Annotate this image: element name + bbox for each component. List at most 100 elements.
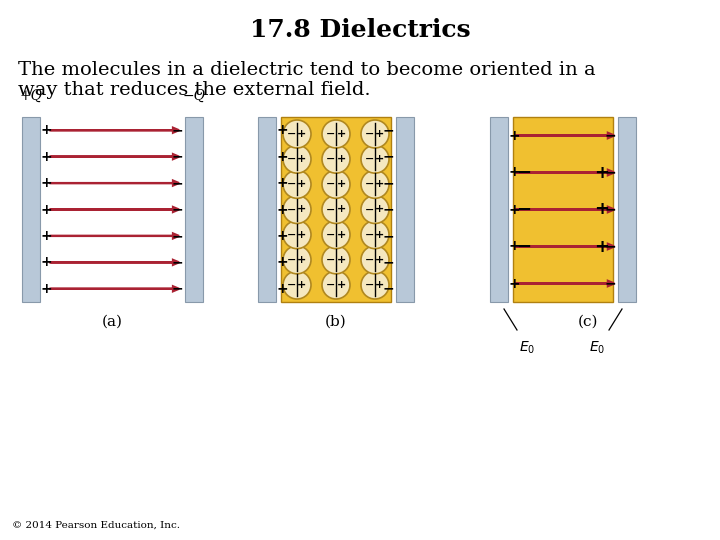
Text: −: − bbox=[326, 129, 336, 139]
Text: +: + bbox=[277, 202, 289, 217]
Text: −: − bbox=[516, 238, 531, 255]
Circle shape bbox=[322, 120, 350, 148]
Text: +: + bbox=[41, 282, 53, 296]
Text: −: − bbox=[171, 123, 183, 137]
Text: −: − bbox=[604, 276, 616, 291]
Text: +: + bbox=[297, 280, 307, 290]
Circle shape bbox=[283, 120, 311, 148]
Bar bbox=[185, 117, 203, 302]
Circle shape bbox=[322, 195, 350, 224]
Text: −: − bbox=[382, 229, 394, 243]
Circle shape bbox=[283, 195, 311, 224]
Bar bbox=[281, 117, 391, 302]
Text: (b): (b) bbox=[325, 315, 347, 329]
Text: −: − bbox=[365, 154, 374, 164]
Text: −: − bbox=[382, 176, 394, 190]
Text: +: + bbox=[375, 179, 384, 190]
Circle shape bbox=[283, 246, 311, 274]
Circle shape bbox=[283, 271, 311, 299]
Circle shape bbox=[322, 246, 350, 274]
Text: +: + bbox=[297, 179, 307, 190]
Text: −: − bbox=[287, 179, 297, 190]
Text: +: + bbox=[41, 150, 53, 164]
Text: © 2014 Pearson Education, Inc.: © 2014 Pearson Education, Inc. bbox=[12, 521, 180, 530]
Text: −: − bbox=[365, 280, 374, 290]
Text: +: + bbox=[595, 238, 610, 255]
Text: +: + bbox=[509, 240, 521, 253]
Text: −: − bbox=[171, 229, 183, 243]
Text: −: − bbox=[516, 164, 531, 181]
Circle shape bbox=[361, 145, 389, 173]
Text: −: − bbox=[171, 150, 183, 164]
Circle shape bbox=[361, 195, 389, 224]
Text: +: + bbox=[336, 154, 346, 164]
Bar bbox=[22, 117, 40, 302]
Text: +Q: +Q bbox=[19, 89, 42, 103]
Text: −: − bbox=[326, 255, 336, 265]
Text: +: + bbox=[277, 255, 289, 269]
Text: +: + bbox=[595, 164, 610, 181]
Text: +: + bbox=[509, 202, 521, 217]
Bar bbox=[258, 117, 276, 302]
Circle shape bbox=[361, 120, 389, 148]
Circle shape bbox=[322, 170, 350, 198]
Text: −: − bbox=[171, 202, 183, 217]
Text: +: + bbox=[297, 255, 307, 265]
FancyArrow shape bbox=[50, 286, 179, 291]
Text: +: + bbox=[41, 202, 53, 217]
Text: −: − bbox=[171, 282, 183, 296]
FancyArrow shape bbox=[50, 128, 179, 133]
Circle shape bbox=[361, 221, 389, 248]
Text: +: + bbox=[297, 129, 307, 139]
Text: −: − bbox=[365, 230, 374, 240]
Circle shape bbox=[361, 170, 389, 198]
Text: +: + bbox=[297, 205, 307, 214]
Text: +: + bbox=[375, 205, 384, 214]
Text: −: − bbox=[326, 205, 336, 214]
Text: −: − bbox=[382, 282, 394, 296]
Text: +: + bbox=[277, 229, 289, 243]
Text: $E_0$: $E_0$ bbox=[589, 340, 605, 356]
Text: +: + bbox=[41, 176, 53, 190]
Bar bbox=[490, 117, 508, 302]
Text: +: + bbox=[336, 280, 346, 290]
Text: −: − bbox=[365, 205, 374, 214]
Text: −Q: −Q bbox=[182, 89, 205, 103]
Text: +: + bbox=[336, 179, 346, 190]
Text: +: + bbox=[297, 154, 307, 164]
Text: −: − bbox=[326, 230, 336, 240]
Bar bbox=[618, 117, 636, 302]
Text: −: − bbox=[604, 165, 616, 179]
Text: −: − bbox=[604, 240, 616, 253]
Text: The molecules in a dielectric tend to become oriented in a: The molecules in a dielectric tend to be… bbox=[18, 61, 595, 79]
Text: −: − bbox=[287, 255, 297, 265]
Text: −: − bbox=[365, 129, 374, 139]
FancyArrow shape bbox=[516, 133, 614, 138]
FancyArrow shape bbox=[516, 170, 614, 175]
Text: −: − bbox=[171, 176, 183, 190]
Text: (c): (c) bbox=[577, 315, 598, 329]
Text: (a): (a) bbox=[102, 315, 123, 329]
Text: −: − bbox=[326, 154, 336, 164]
Text: +: + bbox=[336, 129, 346, 139]
Text: −: − bbox=[516, 200, 531, 219]
Text: +: + bbox=[41, 255, 53, 269]
Bar bbox=[513, 117, 613, 302]
Text: +: + bbox=[297, 230, 307, 240]
Text: +: + bbox=[277, 150, 289, 164]
Text: +: + bbox=[41, 123, 53, 137]
FancyArrow shape bbox=[516, 207, 614, 212]
Text: −: − bbox=[604, 129, 616, 143]
Text: +: + bbox=[375, 129, 384, 139]
FancyArrow shape bbox=[50, 233, 179, 239]
Text: −: − bbox=[326, 280, 336, 290]
FancyArrow shape bbox=[50, 154, 179, 159]
Text: +: + bbox=[509, 165, 521, 179]
Text: −: − bbox=[365, 179, 374, 190]
FancyArrow shape bbox=[516, 281, 614, 286]
Text: +: + bbox=[509, 129, 521, 143]
Circle shape bbox=[322, 221, 350, 248]
Circle shape bbox=[283, 221, 311, 248]
Text: +: + bbox=[336, 255, 346, 265]
Text: −: − bbox=[382, 255, 394, 269]
